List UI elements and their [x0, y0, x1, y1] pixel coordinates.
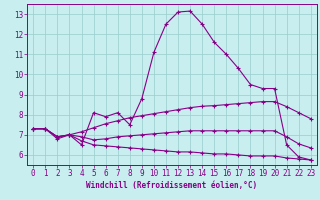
X-axis label: Windchill (Refroidissement éolien,°C): Windchill (Refroidissement éolien,°C) — [86, 181, 258, 190]
